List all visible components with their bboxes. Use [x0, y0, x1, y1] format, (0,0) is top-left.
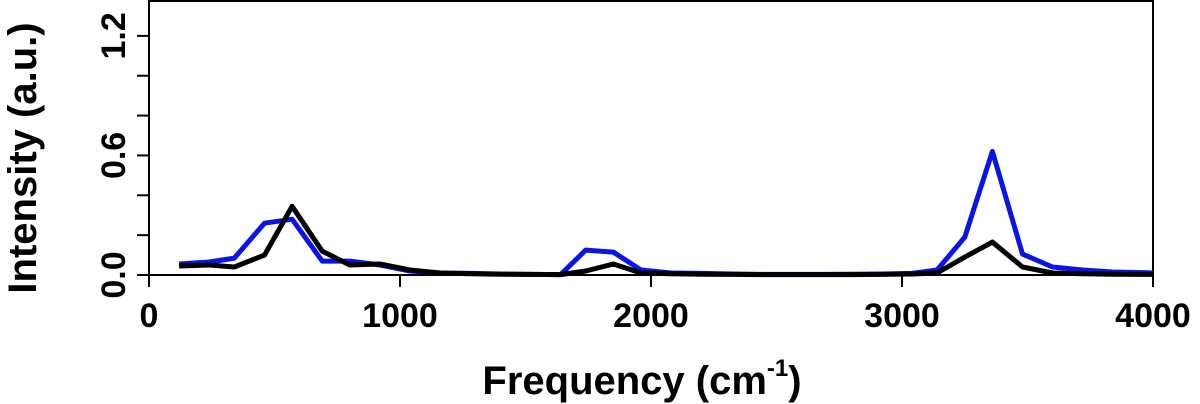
y-tick-label: 0.0 — [95, 251, 133, 298]
series-layer — [178, 148, 1154, 278]
x-tick-label: 2000 — [613, 297, 689, 335]
y-tick-label: 1.2 — [95, 12, 133, 59]
x-axis-title-close: ) — [788, 359, 801, 403]
x-axis-title: Frequency (cm-1) — [482, 355, 801, 403]
series-black-line — [179, 203, 1153, 278]
x-tick-label: 0 — [140, 297, 159, 335]
x-axis: 0 1000 2000 3000 4000 — [140, 275, 1191, 335]
x-axis-title-superscript: -1 — [767, 355, 788, 382]
x-tick-label: 3000 — [864, 297, 940, 335]
x-tick-label: 1000 — [362, 297, 438, 335]
y-axis-title: Intensity (a.u.) — [1, 22, 45, 293]
y-axis: 0.0 0.6 1.2 — [95, 12, 149, 299]
x-tick-label: 4000 — [1115, 297, 1191, 335]
y-tick-label: 0.6 — [95, 132, 133, 179]
x-axis-title-main: Frequency (cm — [482, 359, 767, 403]
